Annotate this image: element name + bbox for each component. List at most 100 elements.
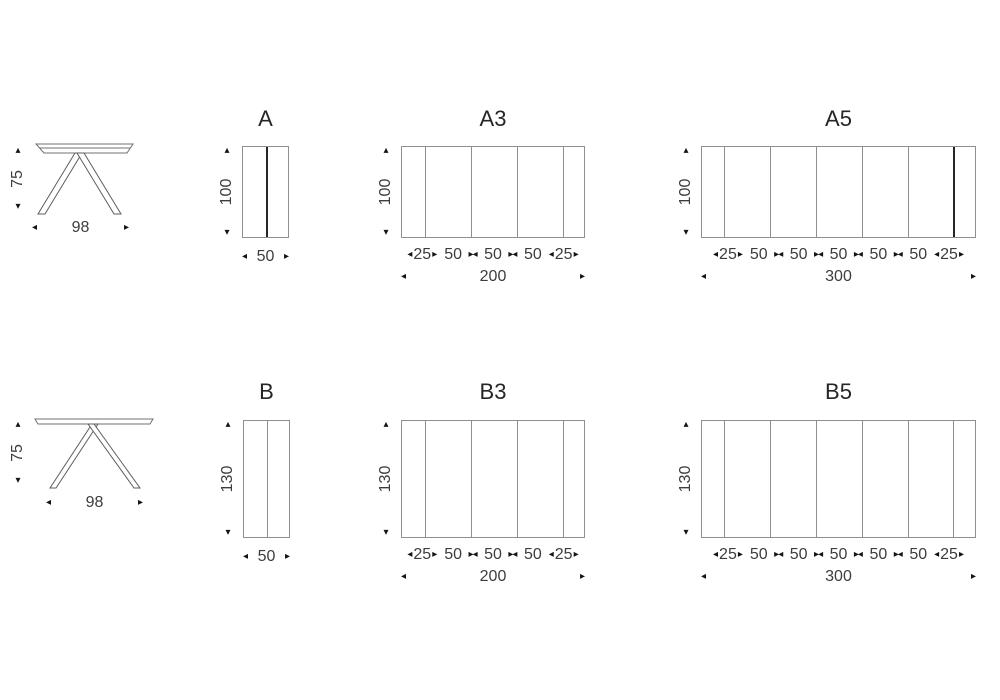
arrow-left-icon: ◂ [701, 571, 707, 582]
diagram-b5-title: B5 [825, 379, 852, 404]
diagram-a-height-dimension: ▴ 100 ▾ [212, 146, 242, 238]
diagram-b-height-dimension: ▴ 130 ▾ [213, 420, 243, 538]
diagram-a5-segment-dimensions: ◂ 25 ▸ 50 ▸ ◂ 50 ▸ ◂ 50 ▸ ◂ 50 ▸ ◂ 50 ◂ … [701, 247, 976, 263]
diagram-a3-height-value: 100 [377, 178, 394, 206]
diagram-b-title: B [259, 379, 274, 404]
diagram-b-width-dimension: ◂ 50 ▸ [243, 549, 290, 565]
arrow-right-icon: ▸ [958, 549, 964, 560]
arrow-right-icon: ▸ [853, 549, 859, 560]
diagram-a3-segment-dimensions: ◂ 25 ▸ 50 ▸ ◂ 50 ▸ ◂ 50 ◂ 25 ▸ [401, 247, 585, 263]
panel-divider [265, 147, 268, 237]
side-bottom-height-dimension: ▴ 75 ▾ [5, 420, 31, 486]
segment-dimension: ◂ 25 ▸ [934, 247, 964, 263]
segment-value: 25 [719, 246, 737, 263]
panel-divider [563, 147, 564, 237]
arrow-right-icon: ▸ [432, 249, 438, 260]
segment-value: 50 [869, 246, 888, 263]
segment-dimension: ◂ 25 ▸ [407, 547, 437, 563]
diagram-b3-top-view [401, 420, 585, 538]
panel-divider [517, 421, 518, 537]
arrow-up-icon: ▴ [383, 419, 389, 430]
segment-value: 50 [829, 246, 848, 263]
diagram-b5-total-dimension: ◂ 300 ▸ [701, 569, 976, 585]
arrow-right-icon: ▸ [774, 249, 780, 260]
panel-divider [471, 147, 472, 237]
diagram-a3-height-dimension: ▴ 100 ▾ [371, 146, 401, 238]
segment-value: 25 [940, 546, 958, 563]
arrow-down-icon: ▾ [383, 527, 389, 538]
arrow-left-icon: ◂ [778, 549, 784, 560]
arrow-right-icon: ▸ [468, 549, 474, 560]
arrow-up-icon: ▴ [225, 419, 231, 430]
dimension-boundary: ▸ ◂ [853, 249, 863, 260]
arrow-right-icon: ▸ [573, 549, 579, 560]
arrow-down-icon: ▾ [15, 475, 21, 486]
segment-value: 50 [484, 546, 502, 563]
dimension-boundary: ▸ ◂ [853, 549, 863, 560]
dimension-boundary: ▸ ◂ [774, 549, 784, 560]
diagram-a3-total-value: 200 [479, 268, 507, 285]
arrow-left-icon: ◂ [713, 549, 719, 560]
arrow-left-icon: ◂ [857, 249, 863, 260]
panel-divider [471, 421, 472, 537]
dimension-boundary: ▸ ◂ [508, 249, 518, 260]
arrow-left-icon: ◂ [897, 249, 903, 260]
arrow-right-icon: ▸ [283, 251, 289, 262]
arrow-left-icon: ◂ [472, 549, 478, 560]
arrow-up-icon: ▴ [683, 145, 689, 156]
arrow-right-icon: ▸ [958, 249, 964, 260]
arrow-up-icon: ▴ [383, 145, 389, 156]
panel-divider [724, 421, 725, 537]
arrow-left-icon: ◂ [472, 249, 478, 260]
segment-value: 50 [749, 546, 768, 563]
arrow-right-icon: ▸ [579, 271, 585, 282]
arrow-right-icon: ▸ [853, 249, 859, 260]
panel-divider [816, 147, 817, 237]
segment-value: 25 [719, 546, 737, 563]
segment-value: 25 [554, 246, 573, 263]
arrow-right-icon: ▸ [814, 549, 820, 560]
arrow-right-icon: ▸ [737, 549, 743, 560]
diagram-a-width-dimension: ◂ 50 ▸ [242, 249, 289, 265]
arrow-left-icon: ◂ [512, 249, 518, 260]
diagram-a5-height-dimension: ▴ 100 ▾ [671, 146, 701, 238]
side-bottom-width-value: 98 [85, 494, 104, 511]
arrow-left-icon: ◂ [778, 249, 784, 260]
arrow-right-icon: ▸ [893, 549, 899, 560]
arrow-right-icon: ▸ [774, 549, 780, 560]
arrow-down-icon: ▾ [683, 527, 689, 538]
dimension-boundary: ▸ ◂ [814, 549, 823, 560]
panel-divider [862, 421, 863, 537]
arrow-right-icon: ▸ [468, 249, 474, 260]
dimension-boundary: ▸ ◂ [893, 249, 903, 260]
panel-divider [908, 147, 909, 237]
arrow-left-icon: ◂ [242, 251, 248, 262]
arrow-right-icon: ▸ [508, 249, 514, 260]
arrow-left-icon: ◂ [32, 222, 38, 233]
arrow-up-icon: ▴ [683, 419, 689, 430]
arrow-left-icon: ◂ [934, 249, 940, 260]
diagram-b5-height-value: 130 [677, 465, 694, 493]
segment-dimension: ◂ 25 ▸ [549, 247, 579, 263]
segment-dimension: ◂ 25 ▸ [934, 547, 964, 563]
arrow-left-icon: ◂ [818, 249, 824, 260]
segment-dimension: ◂ 25 ▸ [407, 247, 437, 263]
arrow-left-icon: ◂ [701, 271, 707, 282]
panel-divider [425, 147, 426, 237]
arrow-left-icon: ◂ [713, 249, 719, 260]
arrow-left-icon: ◂ [243, 551, 249, 562]
segment-value: 50 [789, 546, 808, 563]
diagram-b5-height-dimension: ▴ 130 ▾ [671, 420, 701, 538]
arrow-left-icon: ◂ [548, 249, 554, 260]
side-top-width-value: 98 [71, 219, 90, 236]
table-a-side-view-icon [30, 140, 140, 220]
arrow-right-icon: ▸ [893, 249, 899, 260]
dimension-boundary: ▸ ◂ [893, 549, 903, 560]
arrow-left-icon: ◂ [401, 571, 407, 582]
arrow-down-icon: ▾ [225, 527, 231, 538]
diagram-b3-height-dimension: ▴ 130 ▾ [371, 420, 401, 538]
panel-divider [724, 147, 725, 237]
arrow-right-icon: ▸ [573, 249, 579, 260]
dimension-boundary: ▸ ◂ [468, 549, 478, 560]
diagram-b3-title: B3 [479, 379, 507, 404]
